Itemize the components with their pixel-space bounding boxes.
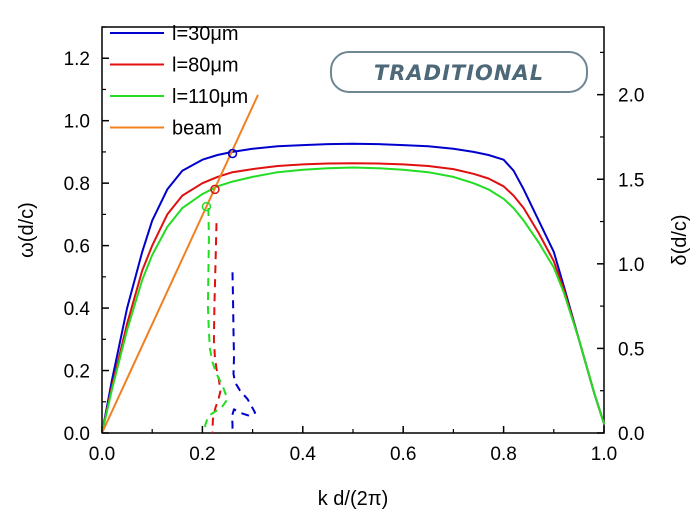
legend: l=30μm l=80μm l=110μm beam [110, 23, 248, 140]
delta-curve-6 [203, 207, 229, 434]
intersection-marker-0 [227, 148, 238, 159]
y2-tick-label: 1.0 [618, 255, 644, 276]
legend-label: l=30μm [172, 23, 239, 45]
y-tick-label: 1.0 [64, 112, 90, 133]
y2-tick-label: 2.0 [618, 86, 644, 107]
intersection-marker-2 [201, 201, 212, 212]
series-line-2 [101, 166, 605, 434]
series-line-3 [101, 94, 259, 434]
y-tick-label: 0.2 [64, 362, 90, 383]
legend-label: l=80μm [172, 55, 239, 77]
data-layer [101, 94, 605, 434]
y-tick-label: 0.8 [64, 174, 90, 195]
delta-curve-5 [211, 223, 222, 434]
y2-tick-label: 0.5 [618, 339, 644, 360]
legend-label: beam [172, 118, 222, 140]
x-tick-label: 0.0 [89, 444, 115, 465]
y-axis-title: ω(d/c) [16, 202, 38, 258]
y2-axis-title: δ(d/c) [669, 214, 691, 265]
y2-tick-label: 1.5 [618, 170, 644, 191]
badge-text: TRADITIONAL [374, 61, 544, 85]
delta-curve-4 [231, 272, 257, 433]
series-line-1 [101, 162, 605, 434]
x-tick-label: 1.0 [591, 444, 617, 465]
legend-label: l=110μm [172, 86, 248, 108]
series-line-0 [101, 142, 605, 434]
x-tick-label: 0.4 [290, 444, 317, 465]
intersection-marker-1 [210, 184, 220, 195]
y2-tick-label: 0.0 [618, 424, 644, 445]
traditional-badge: TRADITIONAL [330, 51, 588, 93]
x-tick-label: 0.8 [490, 444, 516, 465]
x-axis-title: k d/(2π) [318, 488, 388, 510]
x-tick-label: 0.6 [390, 444, 416, 465]
x-tick-label: 0.2 [189, 444, 215, 465]
y-tick-label: 0.4 [64, 299, 91, 320]
tick-layer: 0.0 0.2 0.4 0.6 0.8 1.00.00.20.40.60.81.01.20… [64, 26, 644, 465]
y-tick-label: 1.2 [64, 49, 90, 70]
y-tick-label: 0.6 [64, 237, 90, 258]
y-tick-label: 0.0 [64, 424, 90, 445]
